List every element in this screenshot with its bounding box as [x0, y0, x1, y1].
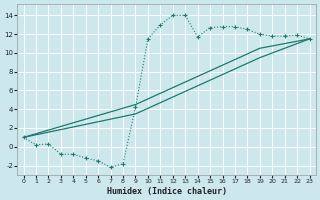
- X-axis label: Humidex (Indice chaleur): Humidex (Indice chaleur): [107, 187, 227, 196]
